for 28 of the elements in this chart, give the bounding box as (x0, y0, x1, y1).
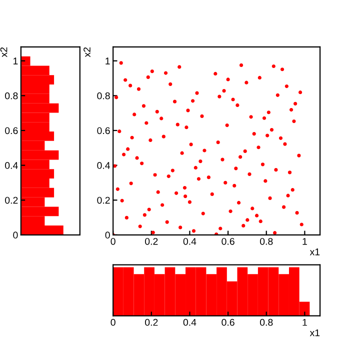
y-tick-label: 0.8 (5, 92, 18, 100)
x-tick-label: 0.6 (222, 318, 234, 326)
y-tick-label: 0.4 (97, 162, 110, 169)
y-tick-label: 0.8 (97, 92, 110, 100)
x-tick-label: 0.2 (145, 238, 158, 245)
x-tick-label: 0.8 (260, 318, 273, 326)
x-tick-label: 1 (302, 238, 307, 245)
x-tick-label: 1 (302, 318, 307, 326)
x-tick-label: 0.4 (183, 318, 196, 326)
y-axis-title: x2 (84, 47, 90, 58)
y-axis-title: x2 (0, 47, 8, 58)
y-tick-label: 0.6 (5, 127, 18, 134)
x-tick-label: 0.6 (222, 238, 234, 245)
x-tick-label: 0.8 (260, 238, 273, 245)
x-tick-label: 0 (110, 238, 116, 245)
y-tick-label: 0.2 (5, 196, 18, 204)
y-tick-label: 0 (105, 232, 110, 239)
x-axis-title: x1 (310, 329, 320, 336)
x-tick-label: 0.2 (145, 318, 158, 326)
x-axis-title: x1 (310, 248, 320, 256)
x-tick-label: 0 (110, 318, 116, 326)
y-tick-label: 0.6 (97, 127, 110, 134)
y-tick-label: 1 (106, 58, 110, 64)
y-tick-label: 0.4 (5, 162, 18, 169)
x-tick-label: 0.4 (183, 238, 196, 245)
y-tick-label: 1 (13, 58, 18, 64)
y-tick-label: 0 (13, 232, 18, 239)
y-tick-label: 0.2 (97, 196, 110, 204)
